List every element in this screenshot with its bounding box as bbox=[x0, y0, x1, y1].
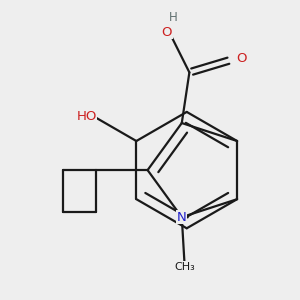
Text: CH₃: CH₃ bbox=[174, 262, 195, 272]
Text: HO: HO bbox=[76, 110, 97, 123]
Text: O: O bbox=[162, 26, 172, 39]
Text: O: O bbox=[236, 52, 247, 65]
Text: H: H bbox=[168, 11, 177, 24]
Text: N: N bbox=[177, 211, 187, 224]
